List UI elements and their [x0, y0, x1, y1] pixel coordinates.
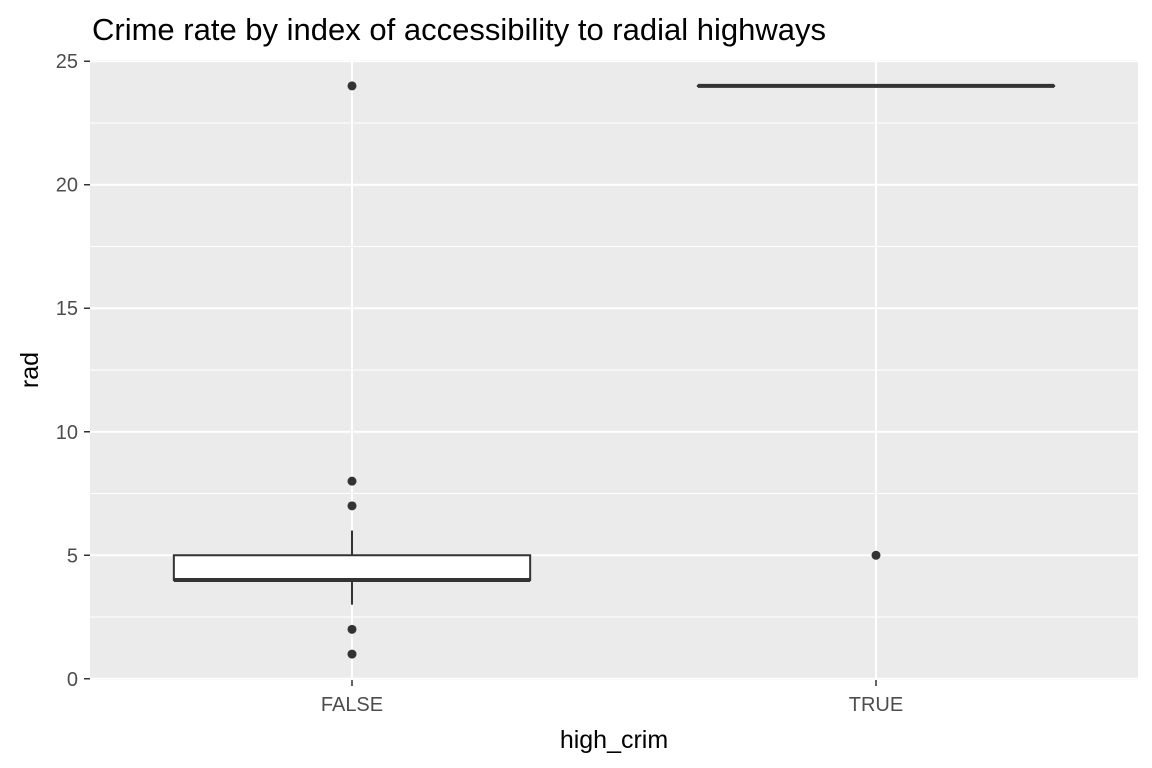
x-tick-label-true: TRUE	[849, 694, 903, 716]
major-gridlines	[90, 60, 1138, 680]
outlier-point-false-0	[347, 81, 357, 91]
outlier-point-false-2	[347, 501, 357, 511]
chart-title: Crime rate by index of accessibility to …	[92, 12, 826, 47]
y-tick-label-25: 25	[56, 51, 78, 73]
x-tick-label-false: FALSE	[321, 694, 383, 716]
y-axis-title: rad	[16, 352, 44, 388]
box-group-true	[696, 83, 1056, 560]
x-axis-title: high_crim	[560, 726, 668, 754]
y-axis: 0 5 10 15 20 25	[56, 51, 90, 691]
outlier-point-false-3	[347, 624, 357, 634]
y-tick-label-15: 15	[56, 298, 78, 320]
y-tick-label-5: 5	[67, 545, 78, 567]
boxplot-series	[172, 81, 1056, 659]
y-tick-label-10: 10	[56, 422, 78, 444]
outlier-point-false-4	[347, 649, 357, 659]
y-tick-label-0: 0	[67, 669, 78, 691]
box-false	[172, 554, 532, 581]
outlier-point-false-1	[347, 476, 357, 486]
outlier-point-true-0	[871, 550, 881, 560]
y-tick-label-20: 20	[56, 175, 78, 197]
minor-gridlines	[90, 122, 1138, 618]
box-group-false	[172, 81, 532, 659]
x-axis: FALSE TRUE	[321, 680, 903, 716]
